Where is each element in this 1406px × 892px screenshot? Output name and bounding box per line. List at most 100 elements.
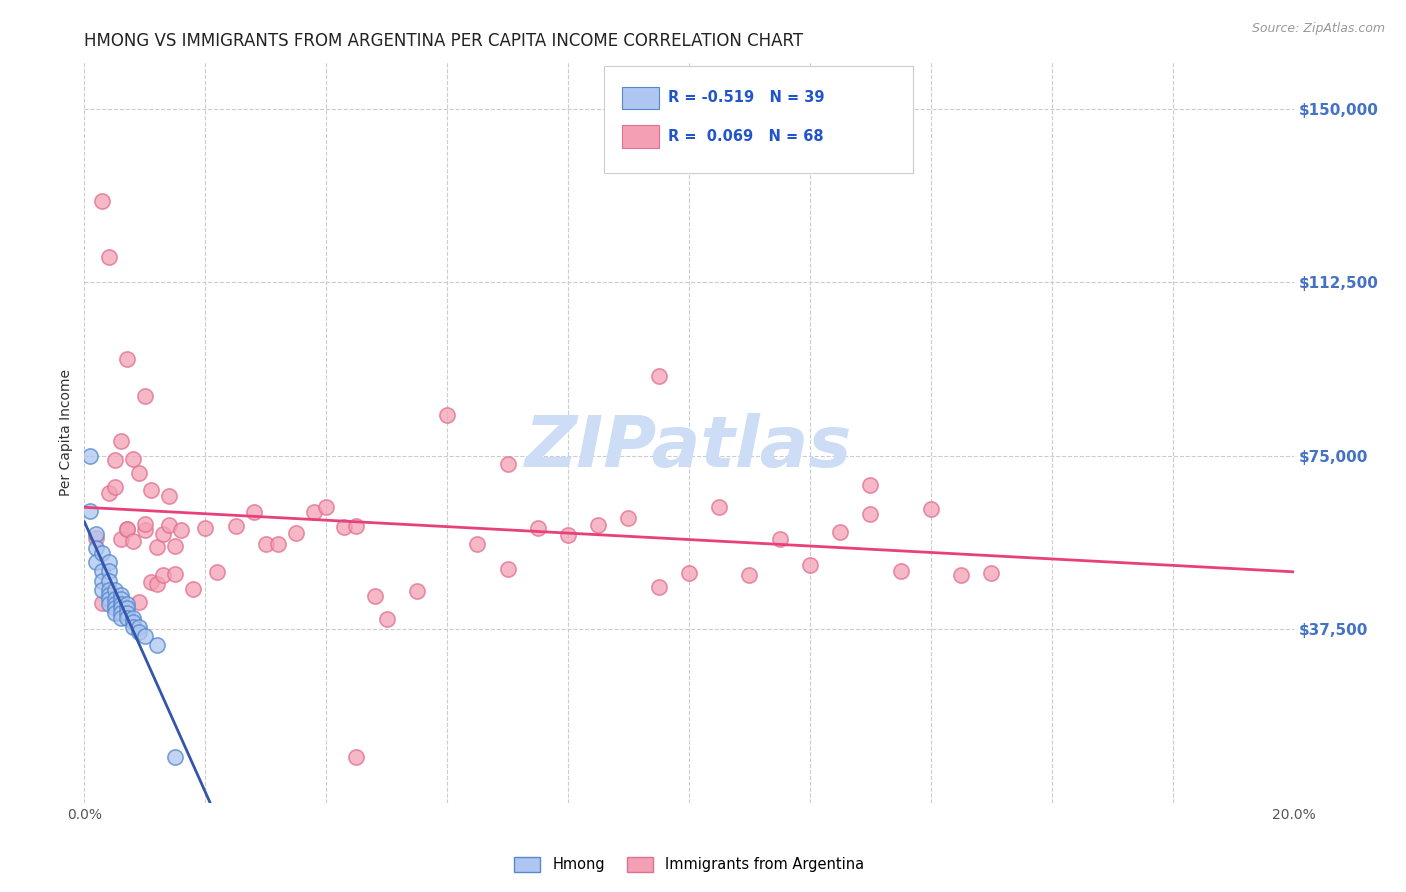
Point — [128, 595, 150, 609]
Point — [128, 620, 150, 634]
Point — [738, 568, 761, 582]
Point — [830, 525, 852, 540]
Point — [648, 369, 671, 384]
FancyBboxPatch shape — [623, 126, 659, 147]
Point — [115, 522, 138, 536]
Point — [207, 565, 229, 579]
Point — [165, 749, 187, 764]
Point — [375, 612, 398, 626]
Point — [97, 597, 120, 611]
Point — [86, 531, 108, 545]
FancyBboxPatch shape — [623, 87, 659, 109]
Point — [104, 606, 127, 620]
FancyBboxPatch shape — [605, 66, 912, 173]
Point — [436, 408, 458, 422]
Point — [86, 541, 108, 556]
Point — [406, 584, 429, 599]
Point — [110, 592, 132, 607]
Point — [121, 615, 143, 630]
Point — [254, 537, 277, 551]
Point — [110, 532, 132, 546]
Y-axis label: Per Capita Income: Per Capita Income — [59, 369, 73, 496]
Point — [134, 523, 156, 537]
Point — [115, 351, 138, 366]
Point — [194, 521, 217, 535]
Point — [97, 582, 120, 597]
Point — [91, 546, 114, 560]
Point — [110, 610, 132, 624]
Point — [91, 194, 114, 209]
Point — [115, 597, 138, 611]
Point — [86, 555, 108, 569]
Point — [152, 527, 174, 541]
Point — [91, 596, 114, 610]
Point — [97, 574, 120, 588]
Point — [110, 434, 132, 449]
Point — [890, 564, 912, 578]
Point — [920, 502, 942, 516]
Point — [115, 522, 138, 536]
Point — [91, 574, 114, 588]
Point — [97, 592, 120, 607]
Point — [165, 539, 187, 553]
Point — [97, 250, 120, 264]
Point — [769, 533, 792, 547]
Point — [91, 582, 114, 597]
Point — [139, 483, 162, 498]
Point — [128, 624, 150, 639]
Point — [110, 606, 132, 620]
Point — [496, 457, 519, 471]
Legend: Hmong, Immigrants from Argentina: Hmong, Immigrants from Argentina — [509, 851, 869, 878]
Point — [617, 510, 640, 524]
Point — [557, 528, 579, 542]
Text: R = -0.519   N = 39: R = -0.519 N = 39 — [668, 90, 825, 104]
Point — [104, 452, 127, 467]
Point — [121, 451, 143, 466]
Text: R =  0.069   N = 68: R = 0.069 N = 68 — [668, 129, 824, 144]
Point — [104, 582, 127, 597]
Point — [170, 523, 193, 537]
Point — [950, 567, 973, 582]
Point — [527, 521, 550, 535]
Point — [315, 500, 337, 514]
Point — [146, 577, 169, 591]
Point — [121, 610, 143, 624]
Point — [146, 541, 169, 555]
Point — [165, 566, 187, 581]
Point — [97, 555, 120, 569]
Point — [134, 388, 156, 402]
Point — [333, 520, 356, 534]
Point — [225, 519, 247, 533]
Point — [115, 610, 138, 624]
Point — [242, 505, 264, 519]
Point — [363, 589, 385, 603]
Point — [115, 601, 138, 615]
Point — [467, 536, 489, 550]
Point — [104, 480, 127, 494]
Point — [128, 467, 150, 481]
Point — [346, 749, 368, 764]
Point — [86, 527, 108, 541]
Point — [980, 566, 1002, 580]
Text: Source: ZipAtlas.com: Source: ZipAtlas.com — [1251, 22, 1385, 36]
Point — [134, 516, 156, 531]
Point — [302, 506, 325, 520]
Point — [121, 620, 143, 634]
Point — [648, 580, 671, 594]
Point — [104, 597, 127, 611]
Point — [104, 601, 127, 615]
Point — [799, 558, 821, 573]
Point — [110, 601, 132, 615]
Point — [181, 582, 204, 596]
Point — [97, 588, 120, 602]
Point — [79, 449, 101, 463]
Point — [79, 504, 101, 518]
Point — [110, 588, 132, 602]
Point — [157, 489, 180, 503]
Point — [346, 519, 368, 533]
Point — [678, 566, 700, 580]
Point — [110, 597, 132, 611]
Point — [134, 629, 156, 643]
Point — [115, 606, 138, 620]
Point — [97, 485, 120, 500]
